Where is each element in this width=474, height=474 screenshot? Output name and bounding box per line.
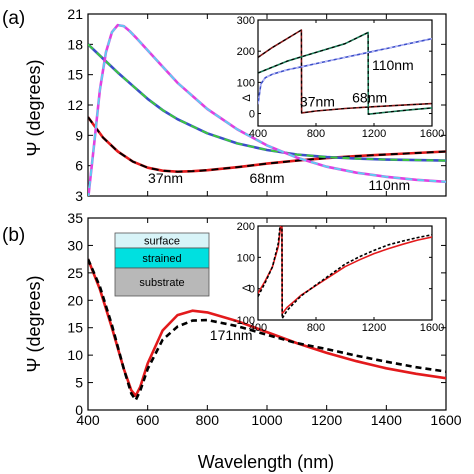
panel-a-inset: 400 800 1200 1600 0 100 200 300 110nm 37nm 68nm — [237, 15, 445, 140]
panel-b-inset-series-line — [258, 226, 432, 320]
panel-a-y-axis-label: Ψ (degrees) — [24, 59, 44, 156]
panel-a-inset-series-fit-line — [258, 29, 432, 114]
panel-a-inset-thickness-label: 110nm — [372, 57, 414, 73]
panel-a-inset-y-tick-label: 0 — [249, 109, 255, 121]
panel-a-y-tick-label: 12 — [67, 97, 83, 113]
panel-a-inset-x-tick-label: 800 — [307, 128, 325, 140]
panel-b-y-tick-label: 10 — [67, 347, 83, 363]
panel-b-x-tick-label: 600 — [136, 412, 160, 428]
panel-a-y-tick-label: 15 — [67, 67, 83, 83]
panel-b-y-tick-label: 15 — [67, 320, 83, 336]
panel-b-y-tick-label: 5 — [75, 375, 83, 391]
panel-a-inset-thickness-label: 37nm — [300, 94, 335, 110]
x-axis-label: Wavelength (nm) — [198, 452, 334, 472]
panel-b-x-tick-label: 1200 — [311, 412, 342, 428]
panel-b-series-line — [88, 258, 446, 397]
layer-substrate — [114, 267, 210, 297]
panel-a-y-tick-label: 18 — [67, 36, 83, 52]
panel-b-inset-y-label: Δ — [241, 284, 253, 292]
panel-b-inset-y-tick-label: 200 — [237, 221, 255, 233]
panel-a-y-tick-label: 6 — [75, 158, 83, 174]
panel-b-x-tick-label: 1600 — [430, 412, 461, 428]
panel-a-inset-thickness-label: 68nm — [352, 90, 387, 106]
panel-a-inset-x-tick-label: 1600 — [420, 128, 444, 140]
panel-a-inset-x-tick-label: 400 — [249, 128, 267, 140]
panel-a-inset-y-label: Δ — [241, 94, 253, 102]
panel-b-inset-x-tick-label: 1600 — [420, 322, 444, 334]
panel-b-inset-x-tick-label: 800 — [307, 322, 325, 334]
panel-b-x-tick-label: 1400 — [371, 412, 402, 428]
panel-b-y-tick-label: 25 — [67, 265, 83, 281]
panel-b-y-tick-label: 35 — [67, 210, 83, 226]
panel-a-inset-series-fit-line — [258, 31, 432, 115]
panel-a-thickness-label: 68nm — [249, 170, 284, 186]
panel-a-series-line — [88, 116, 446, 173]
panel-b-inset: 400 800 1200 1600 -100 0 100 200 — [233, 221, 444, 334]
layer-label-strained: strained — [142, 253, 181, 265]
panel-b-label: (b) — [2, 225, 25, 246]
panel-b-x-tick-label: 400 — [76, 412, 100, 428]
panel-a-series-fit-line — [88, 24, 446, 196]
panel-b-inset-frame — [257, 225, 433, 321]
panel-b-y-tick-label: 30 — [67, 237, 83, 253]
panel-a-inset-y-tick-label: 200 — [237, 46, 255, 58]
layer-stack-diagram: surface strained substrate — [114, 232, 210, 297]
panel-a-y-tick-label: 9 — [75, 127, 83, 143]
panel-b-inset-y-tick-label: -100 — [233, 315, 255, 327]
panel-a-label: (a) — [2, 8, 25, 29]
panel-a-y-tick-label: 3 — [75, 188, 83, 204]
panel-a-inset-y-tick-label: 100 — [237, 77, 255, 89]
panel-b-inset-y-tick-label: 100 — [237, 252, 255, 264]
panel-a-y-tick-label: 21 — [67, 6, 83, 22]
layer-label-surface: surface — [144, 236, 180, 248]
layer-label-substrate: substrate — [139, 277, 184, 289]
panel-b-inset-x-tick-label: 400 — [249, 322, 267, 334]
panel-a-thickness-label: 110nm — [368, 177, 410, 193]
panel-b-inset-x-tick-label: 1200 — [362, 322, 386, 334]
panel-b-series-line — [88, 258, 446, 402]
panel-b-y-tick-label: 20 — [67, 292, 83, 308]
panel-b-thickness-label: 171nm — [210, 327, 253, 343]
panel-b-y-axis-label: Ψ (degrees) — [24, 275, 44, 372]
panel-b-x-tick-label: 1000 — [251, 412, 282, 428]
panel-b-x-tick-label: 800 — [196, 412, 220, 428]
panel-b-y-tick-label: 0 — [75, 402, 83, 418]
panel-a-series-fit-line — [88, 43, 446, 162]
panel-a-inset-x-tick-label: 1200 — [362, 128, 386, 140]
panel-a-inset-series-fit-line — [258, 38, 432, 105]
panel-b-inset-y-tick-label: 0 — [249, 284, 255, 296]
panel-a-inset-y-tick-label: 300 — [237, 15, 255, 27]
panel-a-thickness-label: 37nm — [148, 170, 183, 186]
